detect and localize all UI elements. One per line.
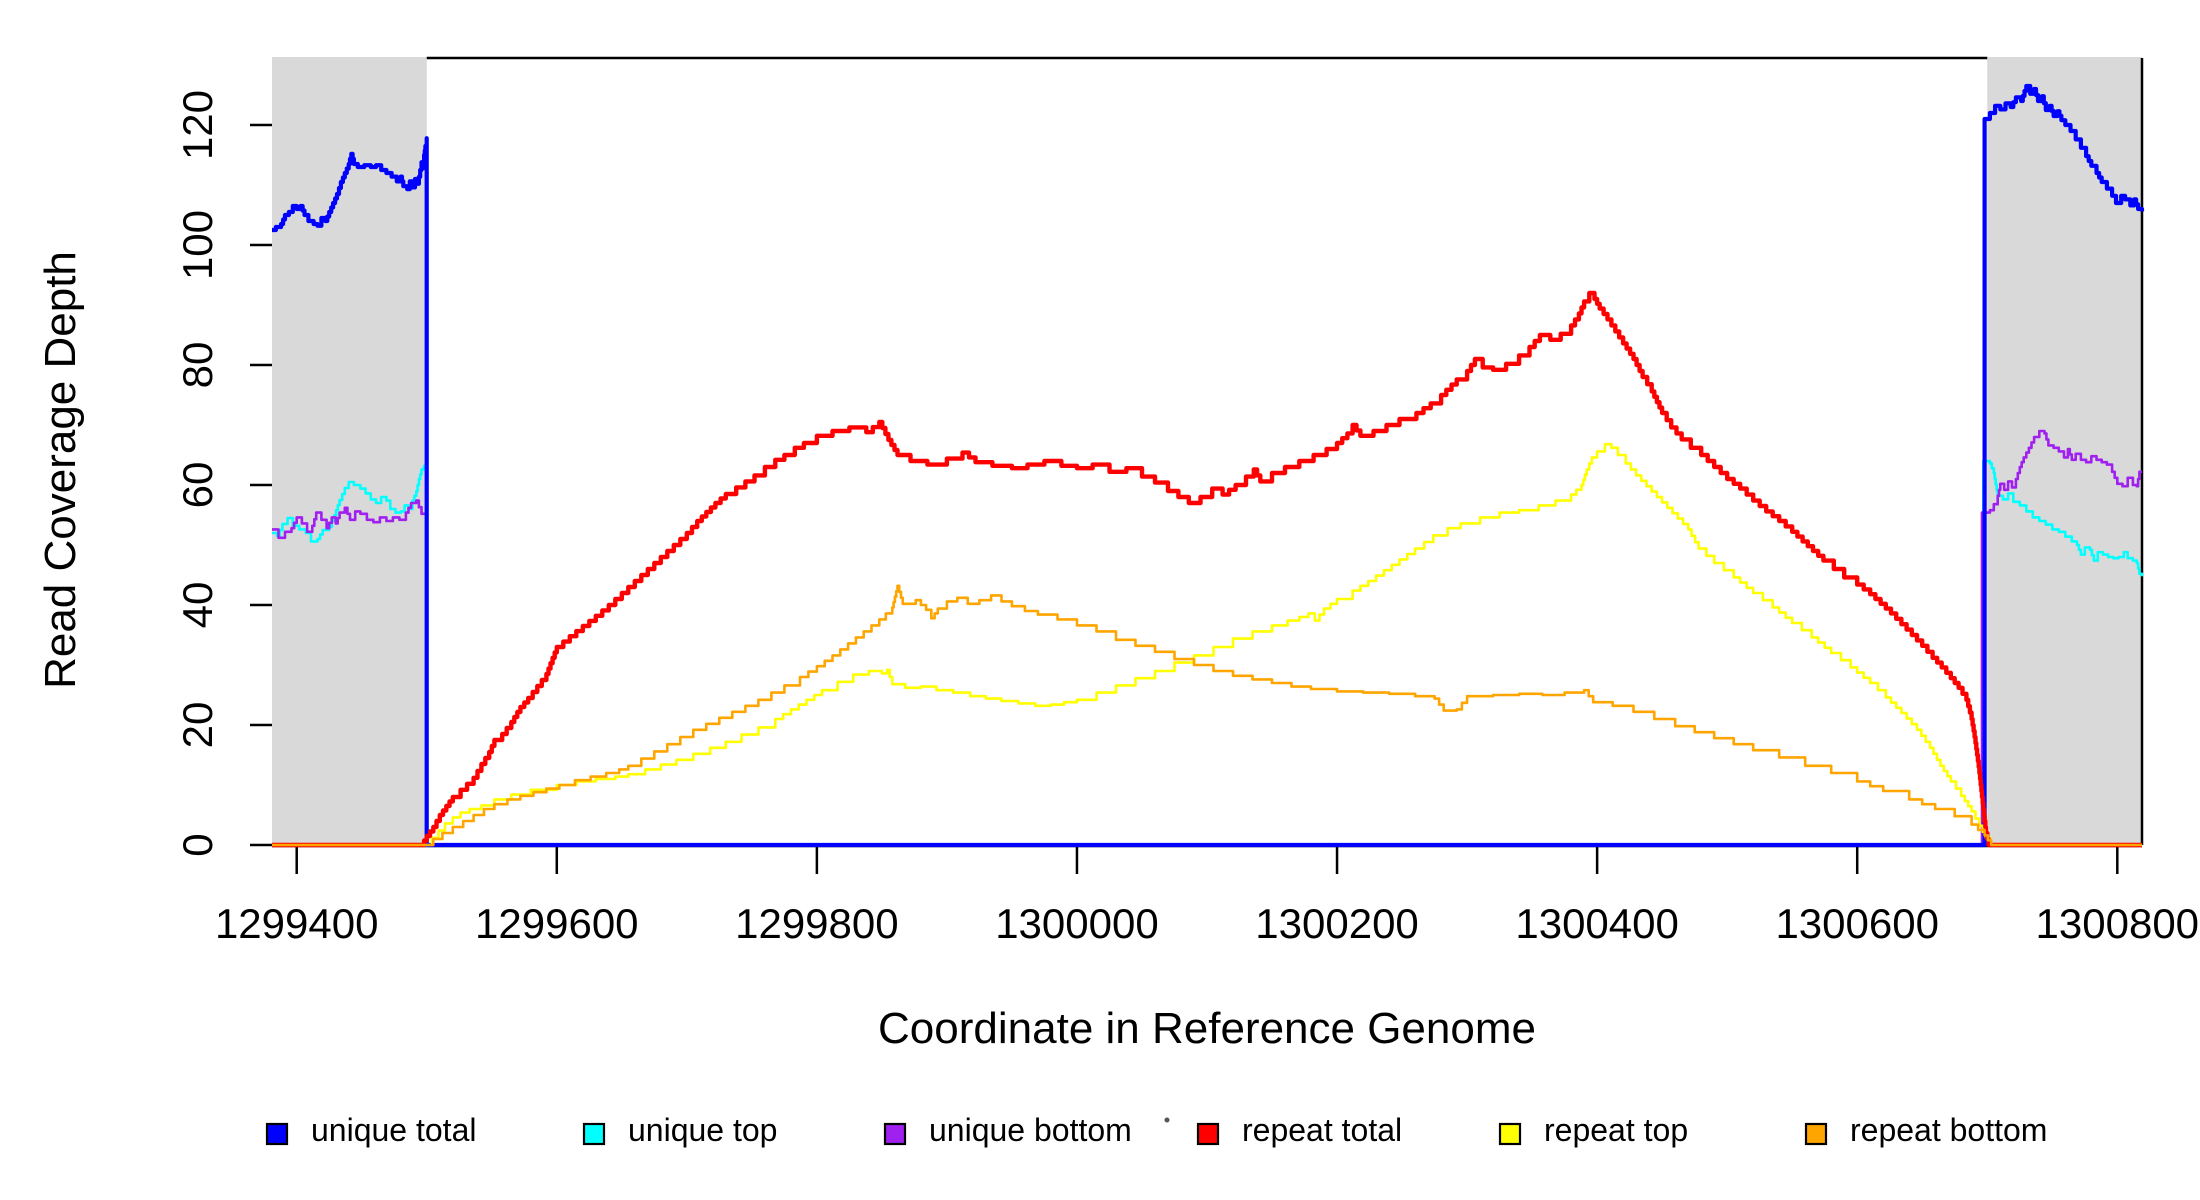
legend-swatch-repeat-total (1196, 1122, 1220, 1146)
x-axis-title: Coordinate in Reference Genome (878, 1004, 1536, 1053)
plot-frame (272, 56, 2144, 848)
shaded-bands (272, 57, 2142, 846)
axis-ticks: 1299400 1299600 1299800 1300000 1300200 13004… (174, 90, 2199, 947)
legend-swatch-repeat-bottom (1804, 1122, 1828, 1146)
y-tick-label: 80 (174, 342, 221, 389)
x-tick-label: 1300000 (995, 900, 1159, 947)
y-axis-title: Read Coverage Depth (36, 251, 85, 689)
x-tick-label: 1299600 (475, 900, 639, 947)
x-tick-label: 1300200 (1255, 900, 1419, 947)
y-tick-label: 100 (174, 210, 221, 280)
x-tick-label: 1300400 (1515, 900, 1679, 947)
stray-dot (1164, 1117, 1170, 1123)
x-tick-label: 1300800 (2036, 900, 2200, 947)
y-tick-label: 120 (174, 90, 221, 160)
y-tick-label: 40 (174, 582, 221, 629)
legend-swatch-repeat-top (1498, 1122, 1522, 1146)
y-tick-label: 60 (174, 462, 221, 509)
series-line-unique-total (272, 83, 2145, 848)
legend-label-unique-top: unique top (628, 1112, 777, 1148)
legend-swatch-unique-total (265, 1122, 289, 1146)
series-lines (272, 83, 2145, 848)
legend-swatch-unique-top (582, 1122, 606, 1146)
gray-band-left-flank (272, 57, 427, 846)
series-line-unique-top (272, 459, 2144, 847)
y-tick-label: 20 (174, 702, 221, 749)
legend-label-unique-total: unique total (311, 1112, 476, 1148)
series-line-repeat-top (272, 442, 2142, 847)
legend-label-repeat-total: repeat total (1242, 1112, 1402, 1148)
x-tick-label: 1299400 (215, 900, 379, 947)
x-tick-label: 1299800 (735, 900, 899, 947)
legend: unique total unique top unique bottom repea… (265, 1112, 2047, 1148)
series-line-repeat-bottom (272, 584, 2142, 847)
series-line-repeat-total (272, 290, 2142, 848)
legend-label-repeat-bottom: repeat bottom (1850, 1112, 2047, 1148)
x-tick-label: 1300600 (1775, 900, 1939, 947)
series-line-unique-bottom (272, 429, 2142, 847)
legend-label-repeat-top: repeat top (1544, 1112, 1688, 1148)
legend-swatch-unique-bottom (883, 1122, 907, 1146)
y-tick-label: 0 (174, 833, 221, 856)
legend-label-unique-bottom: unique bottom (929, 1112, 1132, 1148)
